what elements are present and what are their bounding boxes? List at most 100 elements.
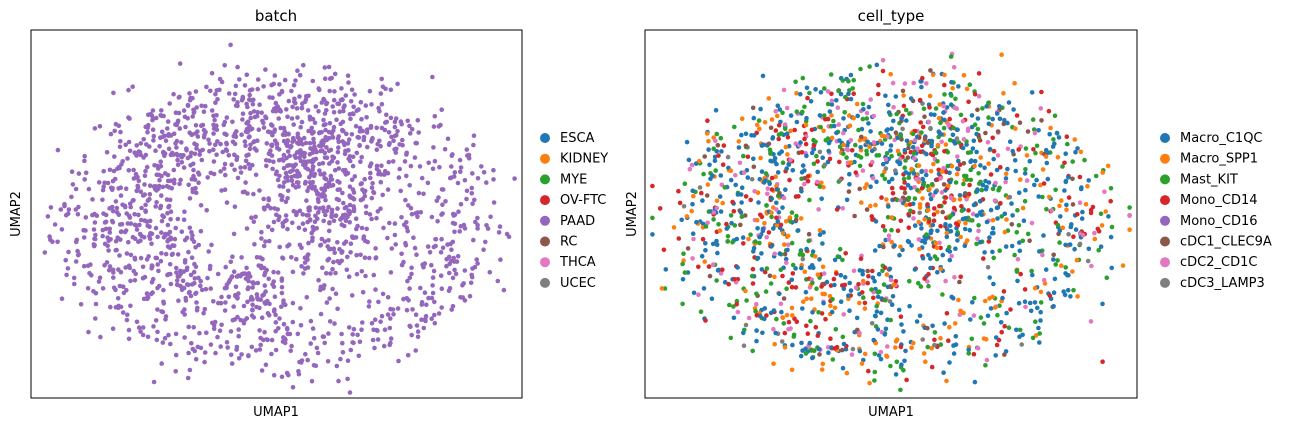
scatter-point	[236, 327, 241, 332]
scatter-point	[718, 135, 724, 141]
scatter-point	[424, 302, 429, 308]
scatter-point	[393, 150, 399, 155]
scatter-point	[714, 131, 720, 137]
scatter-point	[175, 216, 181, 222]
scatter-point	[323, 127, 328, 133]
scatter-point	[295, 140, 300, 146]
scatter-point	[832, 305, 838, 311]
scatter-point	[706, 264, 712, 269]
scatter-point	[316, 199, 321, 205]
scatter-point	[941, 125, 947, 131]
scatter-point	[279, 304, 284, 310]
scatter-point	[199, 287, 205, 293]
scatter-point	[465, 153, 470, 158]
scatter-point	[258, 263, 264, 269]
scatter-point	[820, 291, 825, 297]
scatter-point	[473, 219, 478, 225]
scatter-point	[76, 204, 81, 210]
scatter-point	[876, 271, 882, 277]
scatter-point	[108, 131, 114, 137]
scatter-point	[167, 262, 173, 267]
scatter-point	[1080, 233, 1086, 238]
scatter-point	[408, 324, 413, 330]
scatter-point	[343, 239, 349, 244]
scatter-point	[179, 153, 185, 158]
scatter-point	[1030, 272, 1035, 278]
scatter-point	[838, 272, 844, 278]
scatter-point	[113, 238, 119, 244]
legend-marker	[1160, 153, 1170, 164]
scatter-point	[718, 209, 724, 214]
scatter-point	[362, 238, 368, 244]
scatter-point	[842, 110, 847, 115]
scatter-point	[958, 112, 964, 118]
scatter-point	[281, 152, 287, 158]
scatter-point	[720, 200, 725, 206]
scatter-point	[946, 338, 951, 344]
scatter-point	[788, 219, 793, 224]
scatter-point	[330, 154, 335, 160]
scatter-point	[1099, 223, 1105, 228]
scatter-point	[297, 136, 302, 142]
scatter-point	[346, 208, 351, 214]
scatter-point	[871, 295, 876, 301]
scatter-point	[1082, 157, 1087, 163]
scatter-point	[355, 134, 361, 140]
scatter-point	[295, 68, 300, 73]
scatter-point	[227, 277, 233, 283]
scatter-point	[340, 190, 345, 196]
legend-label: Macro_SPP1	[1180, 152, 1258, 167]
scatter-point	[784, 260, 789, 266]
scatter-point	[274, 141, 280, 146]
scatter-point	[126, 213, 132, 219]
scatter-point	[947, 137, 953, 143]
scatter-point	[91, 227, 97, 232]
scatter-point	[820, 264, 826, 270]
scatter-point	[310, 186, 315, 191]
scatter-point	[413, 140, 419, 146]
scatter-point	[339, 86, 344, 91]
scatter-point	[323, 183, 329, 188]
scatter-point	[691, 193, 696, 199]
scatter-point	[159, 129, 165, 135]
scatter-point	[214, 113, 219, 118]
scatter-point	[735, 265, 740, 270]
scatter-point	[298, 124, 304, 130]
scatter-point	[866, 274, 871, 279]
scatter-point	[399, 121, 405, 127]
scatter-point	[935, 228, 940, 234]
scatter-point	[759, 169, 765, 174]
scatter-point	[942, 82, 947, 88]
scatter-point	[1052, 113, 1058, 119]
scatter-point	[802, 181, 807, 187]
scatter-point	[309, 125, 315, 131]
scatter-point	[344, 267, 350, 273]
scatter-point	[194, 146, 199, 151]
scatter-point	[963, 191, 969, 197]
scatter-point	[821, 128, 826, 134]
scatter-point	[404, 225, 410, 230]
scatter-point	[937, 203, 942, 209]
scatter-point	[96, 180, 102, 185]
scatter-point	[351, 104, 356, 110]
scatter-point	[802, 269, 808, 275]
scatter-point	[790, 168, 796, 173]
scatter-point	[92, 236, 97, 242]
scatter-point	[951, 205, 957, 211]
scatter-point	[764, 266, 770, 271]
scatter-point	[833, 327, 839, 332]
scatter-point	[855, 113, 860, 119]
scatter-point	[815, 179, 820, 185]
scatter-point	[318, 287, 323, 293]
scatter-point	[948, 195, 954, 200]
scatter-point	[690, 188, 695, 194]
scatter-point	[894, 197, 900, 203]
scatter-point	[735, 192, 741, 197]
scatter-point	[251, 191, 256, 197]
scatter-point	[905, 238, 911, 244]
scatter-point	[775, 219, 781, 224]
scatter-point	[358, 197, 364, 203]
scatter-point	[782, 242, 787, 247]
scatter-point	[754, 328, 759, 333]
scatter-point	[789, 210, 795, 215]
